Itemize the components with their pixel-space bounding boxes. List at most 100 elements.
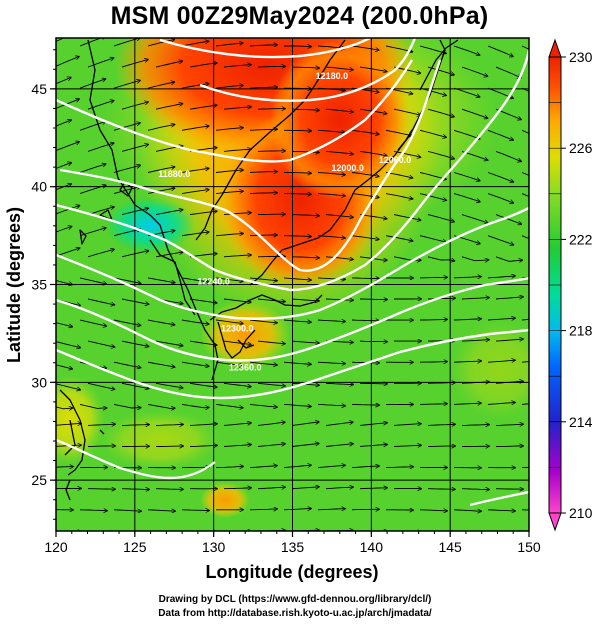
streamline-arrow [317, 87, 345, 90]
colorbar-ticks: 210 214 218 222 226 230 [549, 49, 593, 521]
streamline-arrow [155, 489, 183, 490]
streamline-arrow [215, 361, 243, 365]
streamline-arrow [419, 235, 446, 243]
streamline-arrow [359, 488, 387, 489]
streamline-arrow [121, 382, 149, 388]
streamline-arrow [487, 172, 513, 183]
streamline-arrow [393, 108, 420, 115]
streamline-arrow [147, 361, 175, 367]
streamline-arrow [385, 87, 412, 94]
y-tick-label: 30 [31, 374, 47, 390]
streamline-arrow [291, 67, 319, 68]
contour-label: 12300.0 [221, 323, 254, 333]
streamline-arrow [284, 88, 311, 89]
colorbar-tick-label: 226 [569, 140, 593, 156]
streamline-arrow [257, 151, 285, 152]
credit-drawing: Drawing by DCL (https://www.gfd-dennou.o… [158, 594, 432, 605]
streamline-arrow [359, 214, 387, 219]
streamline-arrow [325, 108, 353, 112]
streamline-arrow [181, 41, 209, 47]
streamline-arrow [249, 87, 277, 88]
streamline-arrow [189, 424, 217, 426]
streamline-arrow [56, 404, 72, 408]
streamline-arrow [453, 277, 481, 278]
streamline-arrow [351, 509, 379, 510]
streamline-arrow [461, 66, 487, 76]
streamline-arrow [56, 467, 73, 468]
streamline-arrow [56, 206, 79, 215]
streamline-arrow [147, 82, 174, 89]
streamline-arrow [427, 446, 455, 447]
streamline-arrow [223, 65, 251, 68]
streamline-arrow [461, 382, 489, 384]
streamline-arrow [181, 510, 209, 511]
streamline-arrow [495, 297, 523, 300]
streamline-arrow [453, 45, 480, 55]
streamline-arrow [351, 235, 379, 240]
streamline-arrow [351, 172, 379, 177]
streamline-arrow [487, 318, 515, 320]
streamline-arrow [317, 509, 345, 510]
streamline-arrow [351, 87, 379, 92]
streamline-arrow [487, 235, 513, 245]
streamline-arrow [495, 256, 522, 262]
colorbar-tick-label: 230 [569, 49, 593, 65]
streamline-arrow [284, 173, 311, 174]
streamline-arrow [359, 445, 387, 447]
streamline-arrow [325, 487, 353, 489]
streamline-arrow [189, 445, 217, 446]
streamline-arrow [87, 298, 114, 305]
credit-data: Data from http://database.rish.kyoto-u.a… [158, 608, 432, 619]
colorbar-tick-label: 214 [569, 414, 593, 430]
streamline-arrow [487, 510, 515, 511]
streamline-arrow [453, 193, 480, 202]
colorbar-max-arrow [548, 38, 562, 58]
streamline-arrow [223, 149, 251, 152]
streamline-arrow [249, 45, 277, 46]
streamline-arrow [121, 145, 148, 152]
streamline-arrow [113, 187, 140, 195]
streamline-arrow [56, 280, 72, 285]
streamline-arrow [351, 129, 379, 134]
streamline-arrow [495, 424, 523, 425]
streamline-arrow [215, 466, 243, 467]
streamline-arrow [487, 193, 513, 203]
contour-label: 12180.0 [316, 71, 349, 81]
streamline-arrow [359, 341, 387, 342]
streamline-arrow [283, 404, 311, 406]
streamline-arrow [121, 425, 149, 426]
streamline-arrow [291, 487, 319, 489]
streamline-arrow [521, 318, 529, 321]
streamline-arrow [291, 151, 319, 152]
streamline-arrow [283, 361, 311, 364]
streamline-arrow [461, 340, 489, 341]
streamline-arrow [121, 208, 148, 216]
streamline-arrow [419, 172, 446, 180]
streamline-arrow [495, 446, 523, 447]
streamline-arrow [461, 256, 488, 261]
streamline-arrow [121, 340, 149, 346]
streamline-arrow [359, 383, 387, 384]
streamline-arrow [495, 339, 523, 341]
streamline-arrow [325, 383, 353, 384]
streamline-arrow [284, 46, 311, 47]
streamline-arrow [189, 211, 217, 216]
streamline-arrow [257, 340, 285, 344]
streamline-arrow [79, 403, 107, 408]
streamline-arrow [257, 298, 285, 302]
streamline-arrow [155, 61, 182, 68]
streamline-arrow [521, 467, 529, 469]
streamline-arrow [121, 60, 148, 68]
streamline-arrow [249, 235, 277, 236]
streamline-arrow [487, 402, 515, 404]
streamline-arrow [56, 364, 72, 369]
streamline-arrow [393, 150, 420, 157]
streamline-arrow [317, 465, 345, 469]
streamline-arrow [487, 45, 513, 56]
streamline-arrow [56, 341, 80, 348]
streamline-arrow [283, 277, 311, 280]
streamline-arrow [521, 361, 529, 363]
streamline-arrow [325, 214, 353, 218]
wind-streamlines [56, 38, 529, 531]
streamline-arrow [113, 319, 141, 325]
